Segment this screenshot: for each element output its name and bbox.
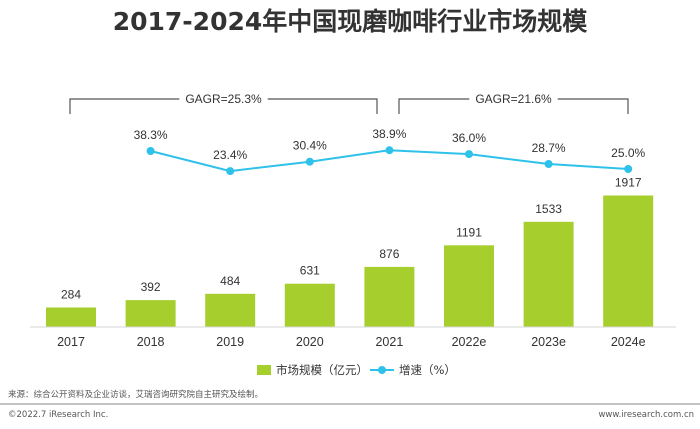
cagr-bracket-left-1 (69, 98, 180, 114)
x-tick-label-2018: 2018 (137, 335, 165, 349)
bar-2020 (284, 283, 335, 327)
growth-label-2021: 38.9% (372, 127, 406, 141)
growth-label-2020: 30.4% (293, 139, 327, 153)
growth-point-2018 (146, 147, 155, 155)
cagr-bracket-right-1 (267, 98, 378, 114)
bar-value-label-2021: 876 (379, 247, 399, 261)
bar-value-label-2020: 631 (300, 264, 320, 278)
growth-point-2019 (226, 167, 235, 176)
growth-label-2023e: 28.7% (532, 141, 566, 155)
bar-2019 (205, 293, 256, 327)
x-tick-label-2021: 2021 (375, 335, 403, 349)
growth-label-2024e: 25.0% (611, 146, 645, 160)
growth-label-2018: 38.3% (134, 128, 168, 142)
x-tick-label-2022e: 2022e (452, 335, 487, 349)
growth-point-2021 (385, 146, 394, 155)
x-tick-label-2017: 2017 (57, 335, 85, 349)
legend-bar-swatch (257, 365, 271, 375)
cagr-bracket-right-2 (557, 98, 629, 114)
cagr-bracket-1: GAGR=25.3% (69, 92, 378, 114)
bar-layer: 284 392 484 631 876 1191 1533 1917 (46, 176, 654, 327)
bar-value-label-2017: 284 (61, 288, 81, 302)
footer-website: www.iresearch.com.cn (598, 410, 694, 420)
growth-point-2024e (624, 165, 633, 173)
growth-line-layer: 38.3% 23.4% 30.4% 38.9% 36.0% 28.7% 25.0% (134, 127, 646, 176)
growth-point-2022e (465, 150, 473, 159)
growth-point-2023e (544, 160, 553, 168)
growth-label-2022e: 36.0% (452, 131, 486, 145)
bar-2024e (603, 195, 654, 327)
legend-line-label: 增速（%） (399, 363, 456, 377)
x-tick-label-2023e: 2023e (531, 335, 566, 349)
bar-value-label-2024e: 1917 (615, 176, 642, 190)
bar-value-label-2022e: 1191 (456, 225, 482, 239)
bar-2023e (523, 221, 574, 327)
bar-value-label-2018: 392 (141, 280, 161, 294)
bar-value-label-2019: 484 (220, 274, 240, 288)
bar-2017 (46, 307, 96, 327)
legend-line-marker (378, 366, 386, 374)
x-tick-label-2024e: 2024e (611, 335, 646, 349)
growth-point-2020 (305, 157, 314, 166)
x-tick-label-2020: 2020 (296, 335, 324, 349)
legend: 市场规模（亿元） 增速（%） (257, 363, 456, 377)
cagr-brackets: GAGR=25.3% GAGR=21.6% (69, 92, 629, 114)
source-note: 来源：综合公开资料及企业访谈，艾瑞咨询研究院自主研究及绘制。 (8, 389, 263, 400)
legend-bar-label: 市场规模（亿元） (276, 363, 368, 377)
cagr-bracket-2: GAGR=21.6% (398, 92, 629, 114)
bar-value-label-2023e: 1533 (535, 202, 562, 216)
cagr-bracket-left-2 (398, 98, 470, 114)
x-axis: 2017 2018 2019 2020 2021 2022e 2023e 2024e (30, 326, 676, 349)
growth-label-2019: 23.4% (213, 148, 247, 162)
bar-2022e (444, 245, 494, 327)
cagr-label-2: GAGR=21.6% (475, 92, 552, 106)
bar-2018 (125, 300, 176, 327)
chart-title: 2017-2024年中国现磨咖啡行业市场规模 (113, 7, 589, 36)
bar-2021 (364, 266, 415, 327)
footer-copyright: ©2022.7 iResearch Inc. (8, 410, 108, 420)
cagr-label-1: GAGR=25.3% (185, 92, 262, 106)
x-tick-label-2019: 2019 (216, 335, 244, 349)
